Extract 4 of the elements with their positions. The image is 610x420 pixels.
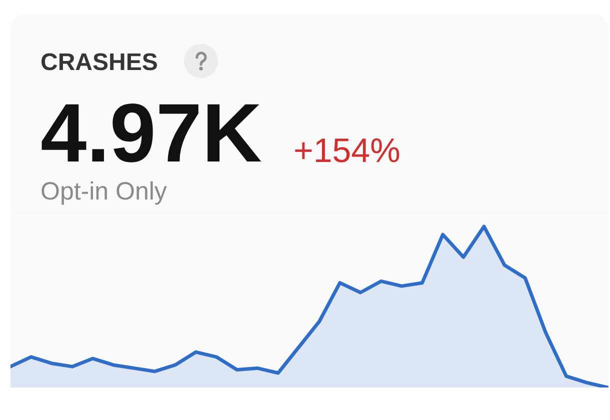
text: Opt-in Only [40,177,168,206]
chart-title: CRASHES [40,49,158,76]
text: +154% [294,132,400,170]
text: 4.97K [40,86,262,180]
